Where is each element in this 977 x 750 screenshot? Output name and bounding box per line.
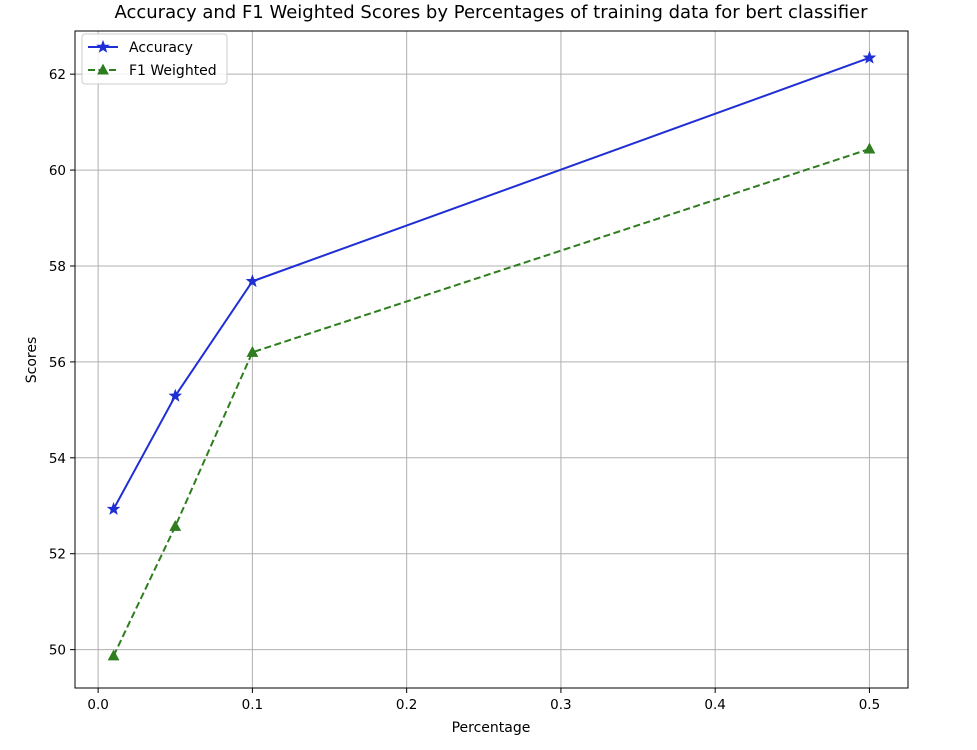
y-axis: 50 52 54 56 58 60 62 xyxy=(49,67,75,659)
y-tick-label: 58 xyxy=(49,259,66,275)
legend-frame xyxy=(81,33,228,85)
y-tick-label: 62 xyxy=(49,67,66,83)
plot-frame xyxy=(74,30,909,689)
plot-area xyxy=(74,30,909,689)
legend-items: Accuracy F1 Weighted xyxy=(88,39,217,79)
x-axis: 0.0 0.1 0.2 0.3 0.4 0.5 xyxy=(87,688,880,713)
x-tick-label: 0.5 xyxy=(859,697,880,713)
f1-weighted-point xyxy=(246,345,259,357)
y-tick-label: 54 xyxy=(49,451,66,467)
legend-item-accuracy: Accuracy xyxy=(88,39,193,56)
series-layer xyxy=(106,50,877,661)
legend-label: F1 Weighted xyxy=(129,63,217,79)
x-tick-label: 0.0 xyxy=(87,697,108,713)
series-f1-weighted xyxy=(107,142,876,661)
legend-swatch-marker xyxy=(97,63,109,75)
x-axis-label: Percentage xyxy=(452,720,531,736)
accuracy-point xyxy=(862,50,877,64)
f1-weighted-point xyxy=(863,142,876,154)
plot-background xyxy=(75,31,908,688)
y-tick-label: 60 xyxy=(49,163,66,179)
y-tick-label: 50 xyxy=(49,643,66,659)
chart-title: Accuracy and F1 Weighted Scores by Perce… xyxy=(114,2,868,23)
x-tick-label: 0.4 xyxy=(704,697,725,713)
x-tick-label: 0.2 xyxy=(396,697,417,713)
accuracy-point xyxy=(106,501,121,515)
legend-label: Accuracy xyxy=(129,40,193,56)
accuracy-point xyxy=(168,388,183,402)
x-tick-label: 0.1 xyxy=(242,697,263,713)
legend: Accuracy F1 Weighted xyxy=(81,33,228,85)
accuracy-point xyxy=(245,274,260,288)
series-accuracy xyxy=(106,50,877,515)
legend-swatch-marker xyxy=(96,39,110,53)
legend-item-f1-weighted: F1 Weighted xyxy=(88,63,217,79)
y-tick-label: 56 xyxy=(49,355,66,371)
y-axis-label: Scores xyxy=(24,337,40,384)
y-tick-label: 52 xyxy=(49,547,66,563)
f1-weighted-point xyxy=(107,649,120,661)
accuracy-line xyxy=(112,56,870,510)
x-tick-label: 0.3 xyxy=(550,697,571,713)
f1-weighted-point xyxy=(169,520,182,531)
